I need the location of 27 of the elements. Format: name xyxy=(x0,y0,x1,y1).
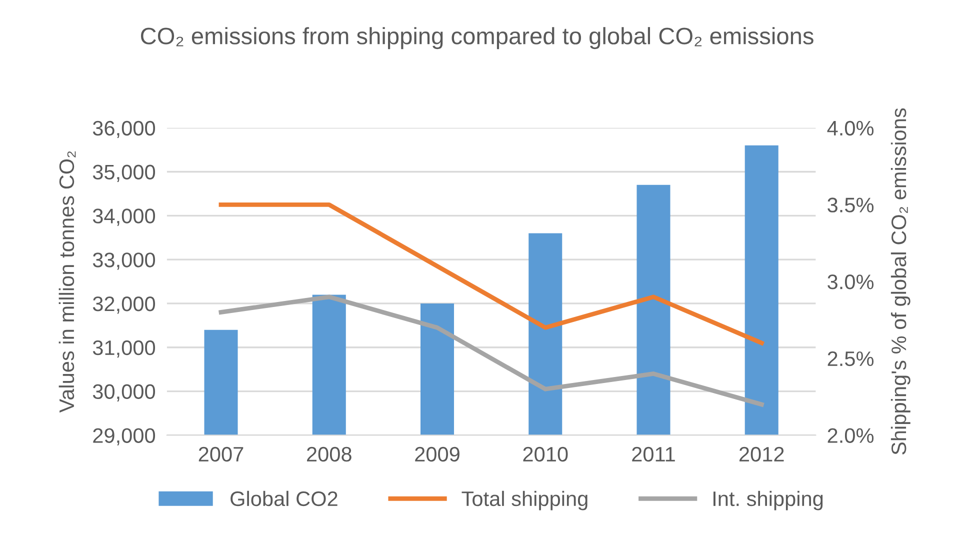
x-tick-label: 2008 xyxy=(307,446,352,462)
y2-axis-title: Shipping's % of global CO₂ emissions xyxy=(890,108,910,455)
chart-title: CO₂ emissions from shipping compared to global CO₂ emissions xyxy=(140,27,814,50)
y-axis-title: Values in million tonnes CO₂ xyxy=(58,151,76,413)
y-tick-label: 31,000 xyxy=(92,340,156,358)
y-tick-label: 34,000 xyxy=(92,208,156,226)
y-tick-label: 35,000 xyxy=(92,164,156,182)
x-tick-label: 2012 xyxy=(739,446,784,462)
x-tick-label: 2007 xyxy=(198,446,244,462)
y-tick-label: 30,000 xyxy=(92,384,156,402)
y2-tick-label: 2.0% xyxy=(828,428,874,443)
y2-tick-label: 4.0% xyxy=(827,120,874,136)
line-series xyxy=(218,202,764,346)
y-tick-label: 33,000 xyxy=(92,252,156,270)
line-series xyxy=(218,294,764,407)
y-tick-label: 32,000 xyxy=(92,296,156,314)
legend-label: Int. shipping xyxy=(714,490,823,510)
x-tick-label: 2011 xyxy=(632,446,675,462)
legend-label: Total shipping xyxy=(462,490,588,510)
y2-tick-label: 3.5% xyxy=(828,198,874,212)
x-tick-label: 2009 xyxy=(415,446,460,462)
legend-label: Global CO2 xyxy=(230,490,338,506)
y2-tick-label: 2.5% xyxy=(828,351,874,366)
x-tick-label: 2010 xyxy=(523,446,568,462)
y-tick-label: 36,000 xyxy=(92,120,156,138)
y-tick-label: 29,000 xyxy=(93,428,156,446)
y2-tick-label: 3.0% xyxy=(828,274,874,290)
